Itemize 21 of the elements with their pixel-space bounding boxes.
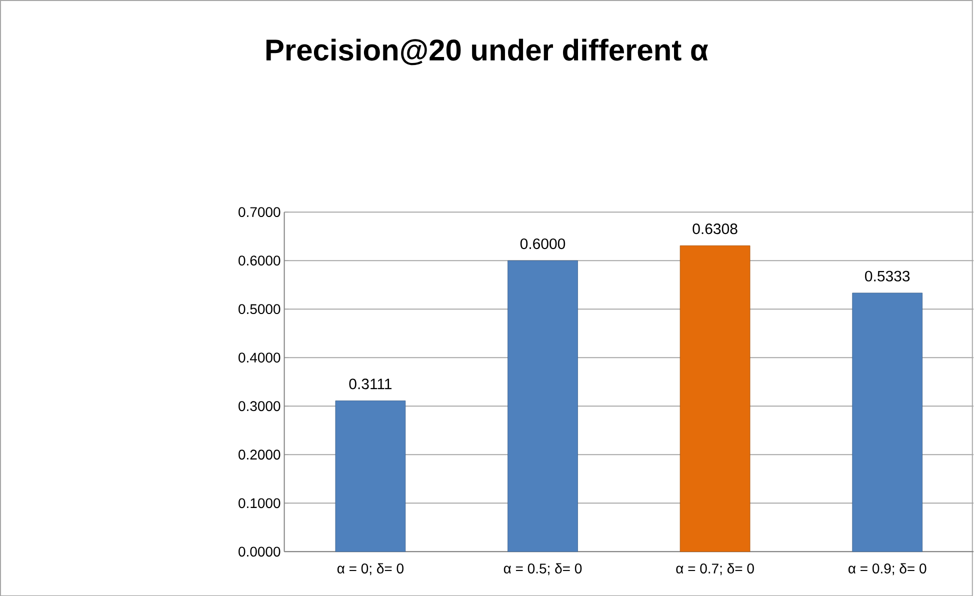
- y-tick-label: 0.0000: [238, 546, 280, 556]
- data-label: 0.6000: [520, 238, 566, 249]
- y-tick-label: 0.1000: [238, 498, 280, 508]
- bar: [508, 260, 578, 552]
- data-label: 0.3111: [349, 378, 392, 390]
- bar: [680, 245, 750, 552]
- x-tick-label: α = 0.9; δ= 0: [848, 563, 926, 575]
- data-label: 0.5333: [865, 270, 910, 282]
- bar: [335, 400, 406, 552]
- y-tick-label: 0.5000: [238, 304, 280, 314]
- x-tick-label: α = 0.7; δ= 0: [676, 563, 754, 575]
- y-tick-label: 0.2000: [238, 450, 280, 460]
- y-tick-label: 0.4000: [238, 352, 280, 362]
- bar: [852, 292, 923, 552]
- y-tick-label: 0.3000: [238, 401, 280, 411]
- data-label: 0.6308: [692, 223, 738, 234]
- x-tick-label: α = 0; δ= 0: [337, 563, 404, 575]
- y-tick-label: 0.7000: [238, 206, 280, 217]
- x-tick-label: α = 0.5; δ= 0: [504, 563, 582, 575]
- y-tick-label: 0.6000: [238, 255, 280, 266]
- chart-title: Precision@20 under different α: [266, 38, 708, 66]
